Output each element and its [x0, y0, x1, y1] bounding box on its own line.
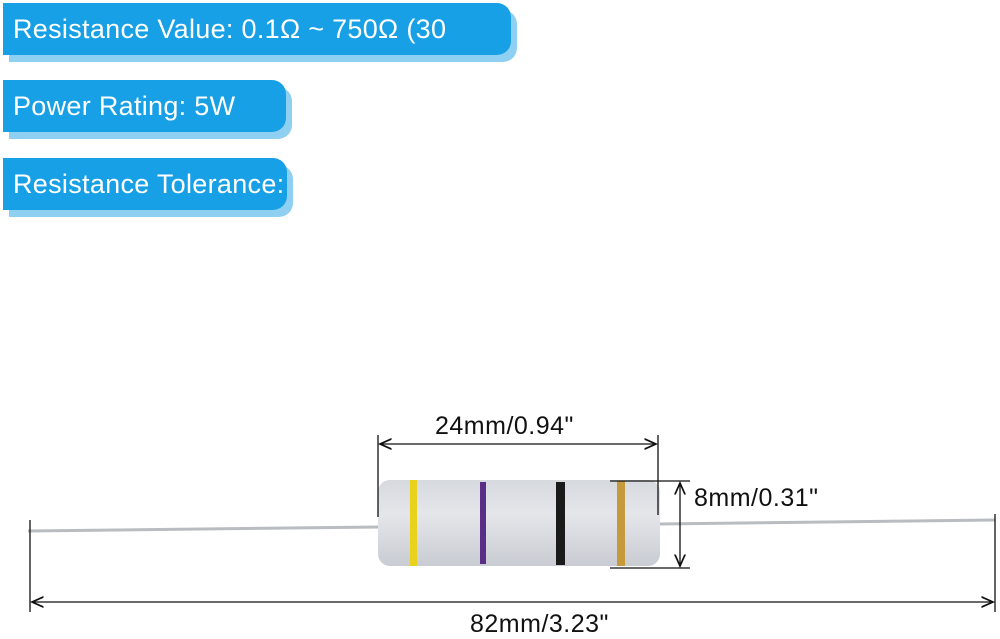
resistor-body	[378, 480, 660, 566]
body-length-label: 24mm/0.94"	[435, 412, 574, 440]
body-length-dimension	[377, 435, 659, 517]
lead-wire	[27, 518, 996, 533]
body-diameter-dimension	[610, 480, 690, 569]
total-length-label: 82mm/3.23"	[470, 610, 609, 638]
color-band-violet	[480, 482, 486, 564]
body-diameter-label: 8mm/0.31"	[694, 484, 819, 512]
spec-banner-power-rating: Power Rating: 5W	[3, 80, 286, 132]
spec-banner-resistance-value: Resistance Value: 0.1Ω ~ 750Ω (30 Values…	[3, 3, 511, 96]
total-length-dimension	[29, 514, 996, 612]
color-band-black	[556, 482, 565, 565]
color-band-yellow	[410, 480, 417, 566]
color-band-gold	[617, 481, 625, 566]
spec-banner-tolerance: Resistance Tolerance: 5%	[3, 158, 287, 251]
